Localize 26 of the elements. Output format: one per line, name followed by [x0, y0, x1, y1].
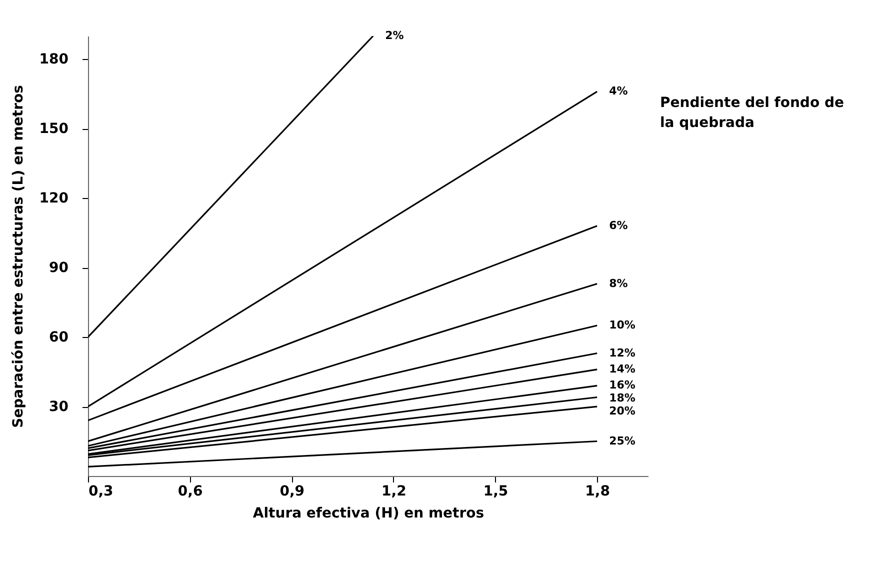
series-label: 6% — [609, 218, 628, 232]
y-tick-label: 180 — [39, 52, 69, 68]
series-label: 4% — [609, 84, 628, 98]
series-label: 2% — [385, 29, 404, 42]
y-tick-label: 120 — [39, 190, 69, 207]
series-label: 20% — [609, 404, 636, 418]
series-label: 10% — [609, 318, 636, 332]
y-tick-label: 90 — [49, 260, 69, 276]
y-tick-label: 30 — [49, 399, 69, 416]
series-label: 16% — [609, 378, 636, 392]
series-label: 18% — [609, 392, 636, 405]
x-tick-label: 1,5 — [483, 484, 508, 500]
series-label: 12% — [609, 346, 636, 360]
y-tick-label: 150 — [39, 121, 69, 138]
x-tick-label: 0,6 — [178, 484, 203, 500]
x-tick-label: 0,3 — [88, 484, 114, 500]
series-label: 8% — [609, 276, 628, 290]
series-label: 14% — [609, 362, 636, 376]
series-label: 25% — [609, 434, 636, 448]
x-tick-label: 1,2 — [382, 484, 406, 500]
y-tick-label: 60 — [49, 330, 69, 346]
x-axis-title: Altura efectiva (H) en metros — [252, 506, 484, 522]
text: Pendiente del fondo de la quebrada — [660, 95, 844, 131]
x-tick-label: 0,9 — [280, 484, 305, 500]
y-axis-title: Separación entre estructuras (L) en metros — [10, 85, 26, 428]
x-tick-label: 1,8 — [585, 484, 610, 500]
